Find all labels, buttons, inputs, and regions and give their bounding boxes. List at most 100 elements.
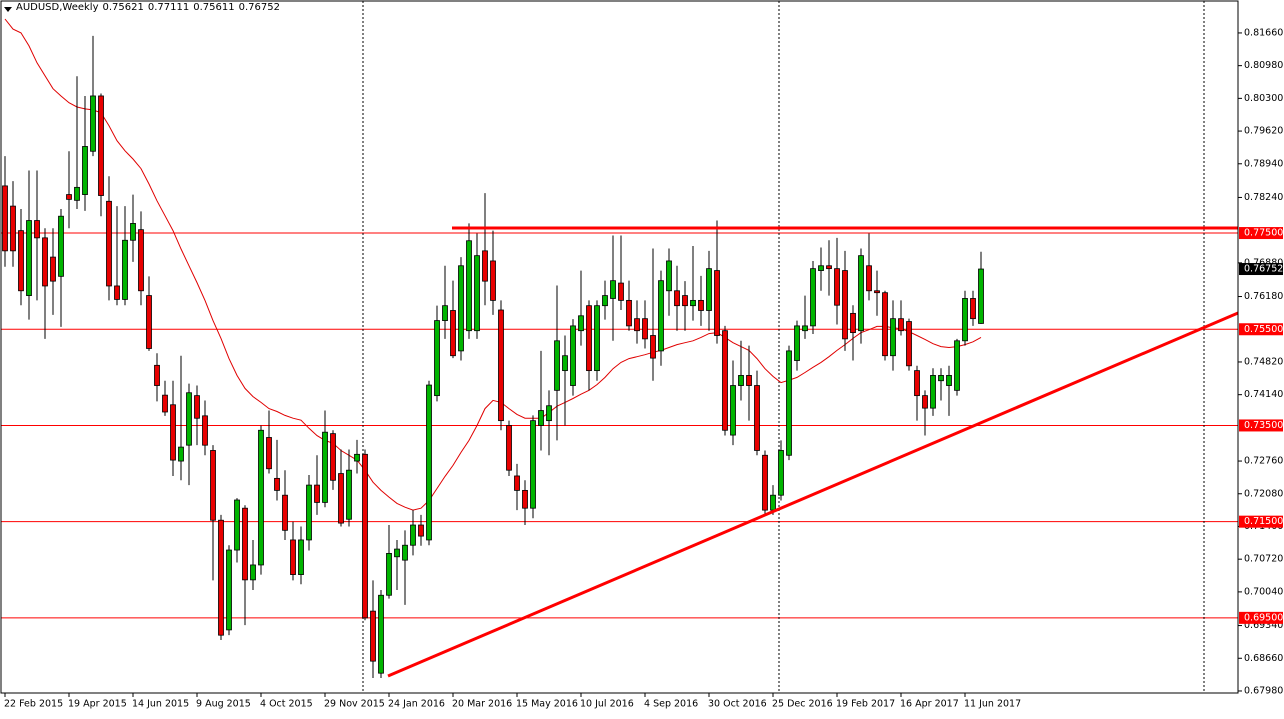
candle-body	[282, 494, 288, 531]
candle-body	[402, 544, 408, 561]
candle-body	[178, 446, 184, 462]
candle-body	[34, 220, 40, 239]
candle-body	[546, 405, 552, 422]
candle-body	[442, 305, 448, 321]
candle-body	[514, 475, 520, 491]
candle-body	[66, 194, 72, 200]
candle-body	[266, 437, 272, 470]
y-tick-label: 0.72080	[1244, 488, 1283, 499]
trend-line	[387, 311, 1239, 678]
candle-body	[722, 330, 728, 431]
candle-body	[786, 350, 792, 456]
y-tick-label: 0.76880	[1244, 257, 1283, 268]
candle-body	[858, 255, 864, 332]
level-label-box	[1239, 227, 1283, 240]
x-tick-label: 4 Oct 2015	[260, 699, 313, 710]
candle-body	[690, 299, 696, 307]
level-label: 0.77500	[1244, 228, 1283, 239]
candle-body	[674, 290, 680, 307]
candle-body	[50, 256, 56, 282]
candle-body	[890, 318, 896, 357]
candle-body	[826, 265, 832, 270]
candle-body	[154, 364, 160, 386]
candle-body	[146, 295, 152, 349]
candle-body	[290, 539, 296, 575]
y-tick-label: 0.74820	[1244, 356, 1283, 367]
candle-body	[466, 240, 472, 332]
level-label-box	[1239, 611, 1283, 624]
candle-body	[410, 524, 416, 546]
candle-body	[162, 394, 168, 413]
candle-body	[378, 594, 384, 674]
candle-body	[962, 298, 968, 342]
y-tick-label: 0.69340	[1244, 620, 1283, 631]
level-label: 0.75500	[1244, 324, 1283, 335]
price-label-box	[1239, 263, 1283, 276]
candle-body	[906, 321, 912, 367]
menu-arrow[interactable]	[4, 7, 12, 12]
candle-body	[314, 484, 320, 503]
candle-body	[330, 433, 336, 481]
y-tick-label: 0.70040	[1244, 586, 1283, 597]
candles-layer	[2, 35, 984, 678]
x-tick-label: 16 Apr 2017	[900, 699, 959, 710]
candle-body	[706, 268, 712, 311]
candle-body	[370, 610, 376, 662]
candle-body	[818, 265, 824, 271]
candle-body	[610, 280, 616, 299]
candle-body	[42, 237, 48, 287]
candle-body	[554, 340, 560, 391]
x-tick-label: 14 Jun 2015	[132, 699, 189, 710]
level-label-box	[1239, 419, 1283, 432]
candle-body	[306, 484, 312, 541]
candle-body	[10, 205, 16, 252]
candle-body	[418, 524, 424, 537]
y-tick-label: 0.80980	[1244, 60, 1283, 71]
candle-body	[474, 255, 480, 332]
candle-body	[274, 477, 280, 491]
level-label: 0.73500	[1244, 420, 1283, 431]
level-label: 0.71500	[1244, 516, 1283, 527]
candle-body	[794, 325, 800, 361]
candle-body	[770, 494, 776, 511]
candle-body	[98, 95, 104, 196]
candle-body	[778, 450, 784, 496]
x-tick-label: 9 Aug 2015	[196, 699, 251, 710]
x-tick-label: 4 Sep 2016	[644, 699, 698, 710]
candle-body	[602, 295, 608, 307]
y-tick-label: 0.80300	[1244, 93, 1283, 104]
candle-body	[682, 295, 688, 307]
candle-body	[74, 186, 80, 201]
candle-body	[834, 268, 840, 306]
candle-body	[978, 268, 984, 324]
candle-body	[586, 305, 592, 372]
candle-body	[618, 282, 624, 301]
candle-body	[234, 499, 240, 551]
candle-body	[626, 299, 632, 327]
candle-body	[922, 395, 928, 409]
candle-body	[866, 265, 872, 292]
candle-body	[250, 564, 256, 581]
candle-body	[650, 335, 656, 359]
candle-body	[258, 429, 264, 566]
candle-body	[714, 270, 720, 336]
candle-body	[810, 268, 816, 327]
candle-body	[530, 420, 536, 509]
candle-body	[570, 325, 576, 386]
price-label: 0.76752	[1244, 264, 1283, 275]
candle-body	[802, 325, 808, 332]
x-tick-label: 15 May 2016	[516, 699, 578, 710]
candle-body	[946, 375, 952, 386]
candle-body	[594, 305, 600, 372]
y-tick-label: 0.79620	[1244, 126, 1283, 137]
level-label-box	[1239, 515, 1283, 528]
candle-body	[666, 260, 672, 292]
candle-body	[426, 384, 432, 541]
candle-body	[458, 265, 464, 352]
candle-body	[346, 469, 352, 520]
candle-body	[202, 415, 208, 446]
candle-body	[114, 285, 120, 300]
candle-body	[450, 310, 456, 357]
candle-body	[842, 270, 848, 340]
